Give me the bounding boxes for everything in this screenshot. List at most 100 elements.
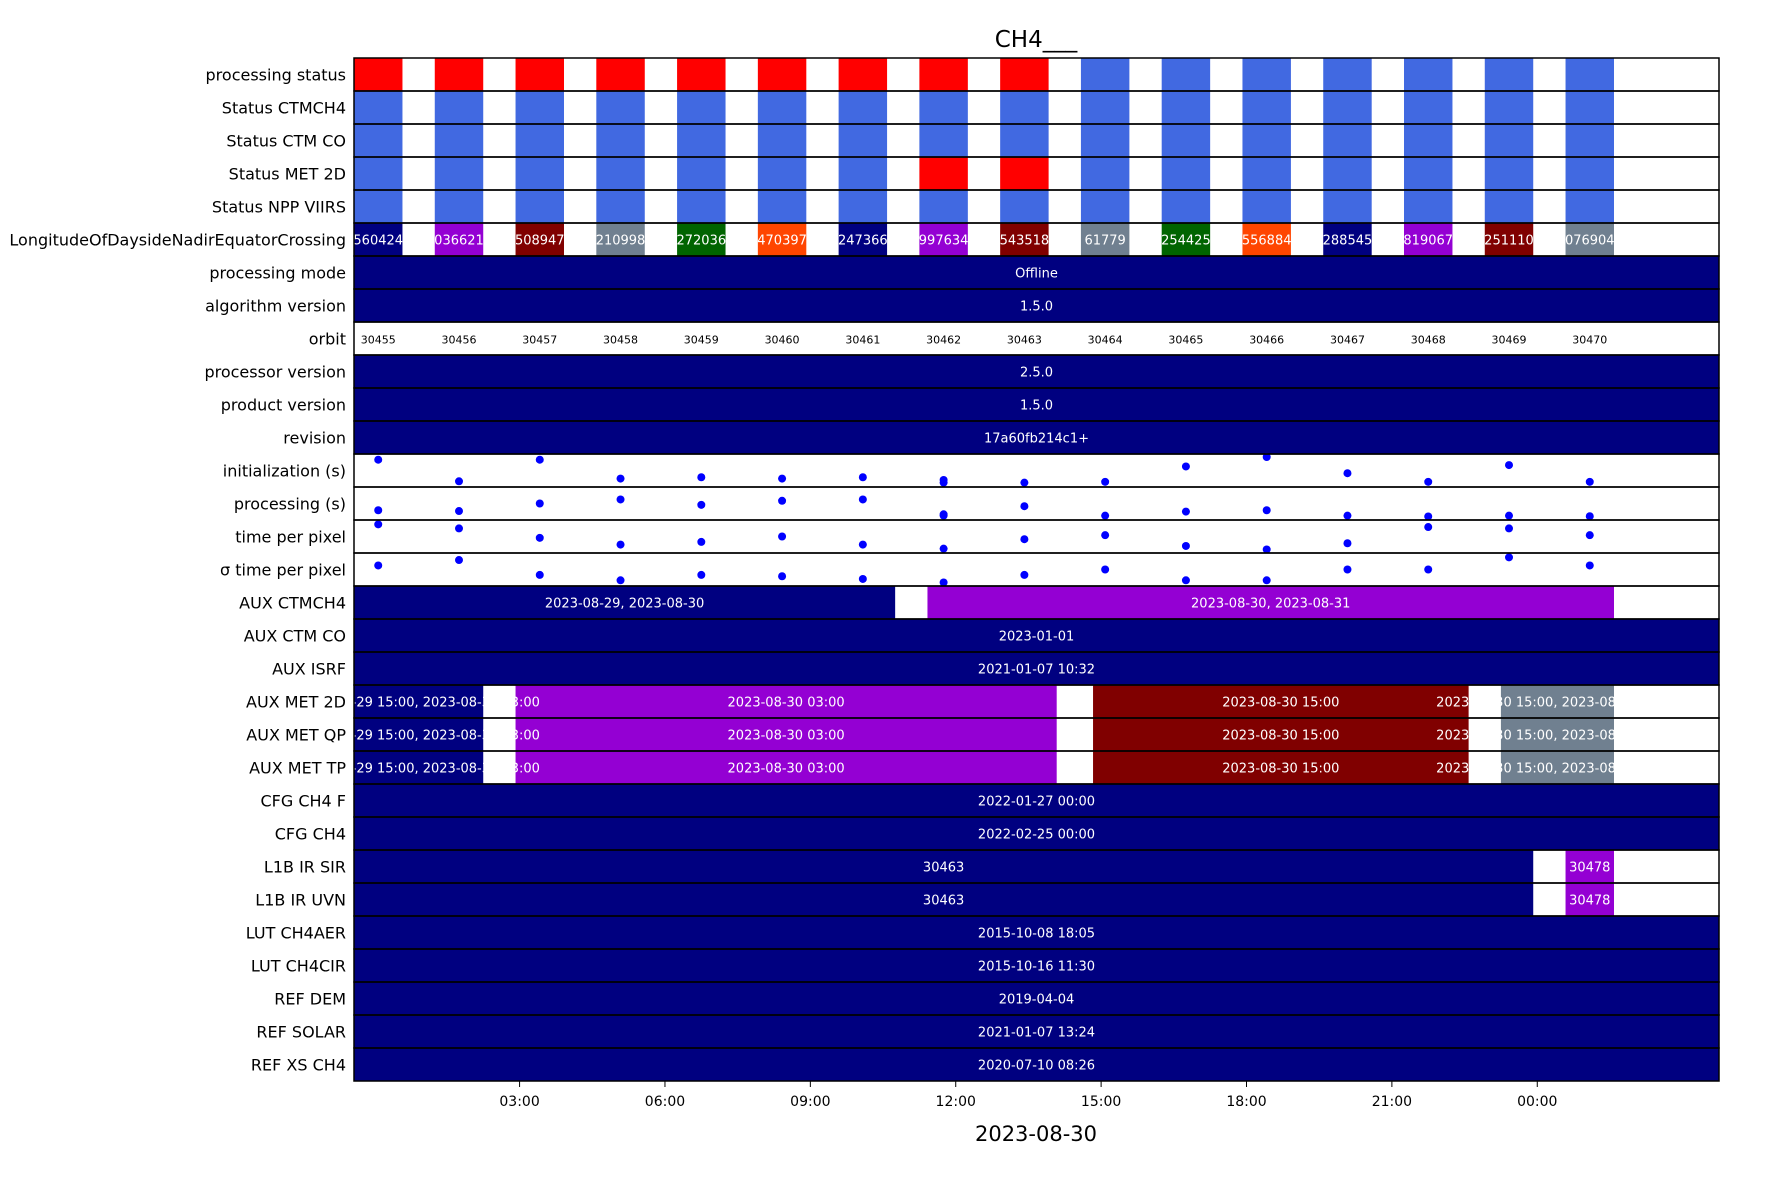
chart-title: CH4___ [995, 27, 1078, 53]
ref-solar-label: 2021-01-07 13:24 [978, 1026, 1095, 1041]
processing-status-cell [919, 58, 968, 91]
x-tick-label: 21:00 [1372, 1094, 1412, 1110]
orbit-number: 30455 [361, 334, 396, 347]
row-label: AUX MET TP [249, 759, 346, 778]
sigma-time-per-pixel-point [374, 561, 383, 570]
longitude-label: 210998 [596, 234, 646, 249]
time-per-pixel-point [1262, 545, 1271, 554]
x-tick-label: 00:00 [1517, 1094, 1557, 1110]
time-per-pixel-point [778, 532, 787, 541]
status-ctmch4-cell [1323, 91, 1372, 124]
sigma-time-per-pixel-point [1424, 565, 1433, 574]
row-label: processing mode [209, 264, 346, 283]
aux-ctmch4-segment-label: 2023-08-30, 2023-08-31 [1191, 597, 1350, 612]
processing-status-cell [757, 58, 807, 91]
aux-met-qp-segment [1093, 718, 1469, 751]
orbit-number: 30467 [1330, 334, 1365, 347]
processing-status-cell [354, 58, 403, 91]
initialization-point [616, 474, 625, 483]
sigma-time-per-pixel-point [616, 576, 625, 585]
aux-met-2d-segment [1500, 685, 1614, 718]
status-ctmch4-cell [434, 91, 484, 124]
sigma-time-per-pixel-point [1020, 570, 1029, 579]
time-per-pixel-point [1505, 524, 1513, 533]
processor-version-label: 2.5.0 [1020, 366, 1053, 381]
processing-status-cell [1000, 58, 1049, 91]
longitude-cell [1323, 223, 1372, 256]
orbit-number: 30458 [603, 334, 638, 347]
longitude-cell [596, 223, 645, 256]
status-ctm-co-cell [354, 124, 403, 157]
status-ctm-co-cell [1242, 124, 1291, 157]
processing-status-cell [1484, 58, 1534, 91]
processing-point [1424, 512, 1433, 521]
time-per-pixel-point [374, 520, 383, 529]
l1b-ir-uvn-labels: 30463 30478 [923, 894, 1611, 909]
longitude-label: 560424 [353, 234, 403, 249]
initialization-point [455, 477, 463, 486]
status-npp-viirs-cell [1565, 190, 1614, 223]
aux-isrf-bar [354, 652, 1719, 685]
row-label: time per pixel [235, 528, 346, 547]
initialization-point [1101, 477, 1110, 486]
aux-isrf-label: 2021-01-07 10:32 [978, 663, 1095, 678]
longitude-labels: 560424 036621 508947 210998 272036 470397 2473… [353, 234, 1615, 249]
status-met-2d-cell [1484, 157, 1534, 190]
l1b-ir-uvn-segment [354, 883, 1534, 916]
time-per-pixel-point [1424, 523, 1433, 532]
longitude-label: 997634 [919, 234, 969, 249]
orbit-number: 30457 [522, 334, 557, 347]
time-per-pixel-point [939, 544, 948, 553]
status-met-2d-cell [919, 157, 968, 190]
aux-met-tp-segments [354, 751, 1614, 784]
aux-met-qp-segments [354, 718, 1614, 751]
row-label: CFG CH4 F [260, 792, 346, 811]
orbit-number: 30469 [1492, 334, 1527, 347]
longitude-cell [1161, 223, 1211, 256]
aux-ctmch4-segment-label: 2023-08-29, 2023-08-30 [545, 597, 704, 612]
row-label: revision [283, 429, 346, 448]
time-per-pixel-point [1181, 541, 1190, 550]
row-label: REF SOLAR [256, 1023, 346, 1042]
l1b-ir-sir-segment-label: 30478 [1569, 861, 1610, 876]
l1b-ir-sir-segments [354, 850, 1614, 883]
status-npp-viirs-cell [919, 190, 968, 223]
row-label: processor version [204, 363, 346, 382]
sigma-time-per-pixel-point [697, 570, 706, 579]
status-ctmch4-cell [596, 91, 645, 124]
aux-ctm-co-label: 2023-01-01 [999, 630, 1075, 645]
processing-point [939, 511, 948, 520]
row-frame [353, 552, 1720, 587]
row-label: processing status [206, 66, 346, 85]
status-ctmch4-cell [838, 91, 888, 124]
cfg-ch4-f-label: 2022-01-27 00:00 [978, 795, 1095, 810]
orbit-number: 30461 [845, 334, 880, 347]
longitude-label: 288545 [1323, 234, 1373, 249]
status-ctmch4-cell [1565, 91, 1614, 124]
sigma-time-per-pixel-point [455, 556, 463, 565]
x-axis-label: 2023-08-30 [975, 1122, 1097, 1146]
orbit-number: 30465 [1168, 334, 1203, 347]
aux-met-2d-segment [354, 685, 484, 718]
aux-met-qp-segment [1500, 718, 1614, 751]
aux-met-2d-segment [1093, 685, 1469, 718]
status-ctmch4-cell [757, 91, 807, 124]
aux-ctm-co-bar [354, 619, 1719, 652]
status-npp-viirs-cell [434, 190, 484, 223]
processing-point [1505, 511, 1513, 520]
processing-point [1585, 512, 1594, 521]
processing-status-cell [515, 58, 564, 91]
longitude-label: 272036 [676, 234, 726, 249]
status-ctmch4-cell [1242, 91, 1291, 124]
aux-met-tp-segment [354, 751, 484, 784]
row-label: Status CTMCH4 [222, 99, 346, 118]
aux-met-tp-segment-label: 2023-08-30 15:00 [1222, 762, 1339, 777]
initialization-point [374, 455, 383, 464]
row-label: AUX CTMCH4 [239, 594, 346, 613]
time-per-pixel-point [455, 524, 463, 533]
status-npp-viirs-cell [354, 190, 403, 223]
aux-ctmch4-segment [927, 586, 1614, 619]
longitude-label: 508947 [515, 234, 565, 249]
processing-point [616, 495, 625, 504]
longitude-label: 470397 [757, 234, 807, 249]
